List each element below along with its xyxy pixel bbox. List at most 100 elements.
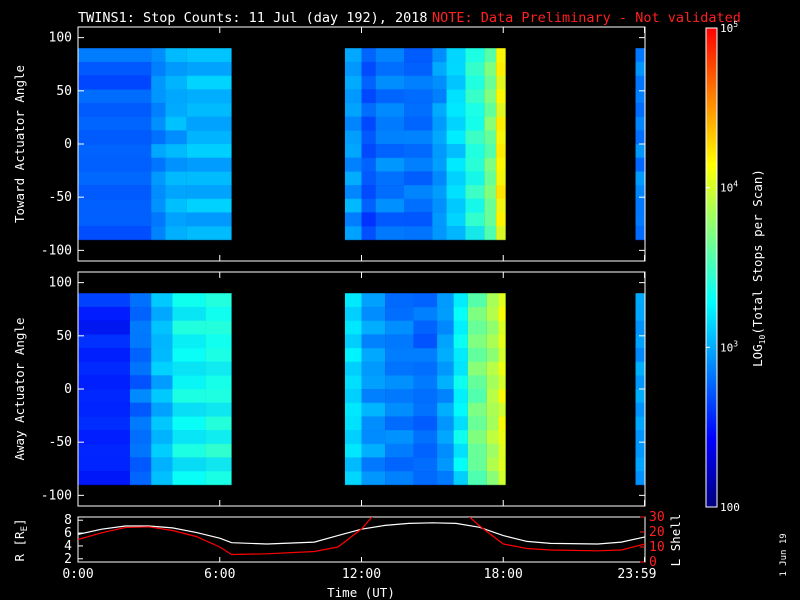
heatmap-cell <box>78 226 152 241</box>
y-tick-label: -50 <box>49 435 72 450</box>
heatmap-cell <box>385 416 414 431</box>
heatmap-cell <box>361 89 376 104</box>
heatmap-cell <box>446 102 466 118</box>
heatmap-cell <box>465 61 485 77</box>
heatmap-cell <box>375 185 405 200</box>
heatmap-cell <box>361 293 386 308</box>
heatmap-cell <box>344 89 362 104</box>
heatmap-cell <box>205 334 232 349</box>
heatmap-cell <box>151 375 173 390</box>
heatmap-cell <box>344 375 362 390</box>
heatmap-cell <box>467 361 487 376</box>
heatmap-cell <box>446 226 466 241</box>
heatmap-cell <box>635 361 645 376</box>
heatmap-cell <box>344 102 362 118</box>
heatmap-cell <box>151 198 166 213</box>
heatmap-cell <box>498 347 506 363</box>
y-tick-label: -100 <box>41 243 72 258</box>
heatmap-cell <box>344 430 362 445</box>
heatmap-cell <box>413 334 438 349</box>
heatmap-cell <box>186 185 232 200</box>
heatmap-cell <box>78 48 152 63</box>
heatmap-cell <box>484 171 497 186</box>
heatmap-cell <box>172 347 206 363</box>
heatmap-cell <box>78 130 152 145</box>
heatmap-cell <box>186 48 232 63</box>
heatmap-cell <box>361 443 386 458</box>
heatmap-cell <box>498 306 506 322</box>
heatmap-cell <box>78 102 152 118</box>
heatmap-cell <box>467 334 487 349</box>
heatmap-cell <box>344 457 362 472</box>
heatmap-cell <box>361 347 386 363</box>
heatmap-cell <box>344 389 362 404</box>
heatmap-cell <box>413 471 438 486</box>
heatmap-cell <box>496 130 506 145</box>
heatmap-cell <box>437 416 454 431</box>
heatmap-cell <box>496 157 506 172</box>
heatmap-cell <box>344 416 362 431</box>
heatmap-cell <box>129 334 152 349</box>
heatmap-cell <box>205 306 232 322</box>
heatmap-cell <box>151 226 166 241</box>
heatmap-cell <box>344 48 362 63</box>
heatmap-cell <box>186 198 232 213</box>
lshell-tick-label: 30 <box>649 510 665 525</box>
time-tick-label: 23:59 <box>617 567 656 582</box>
heatmap-cell <box>385 293 414 308</box>
heatmap-cell <box>498 293 506 308</box>
heatmap-cell <box>151 102 166 118</box>
heatmap-cell <box>498 320 506 335</box>
heatmap-cell <box>361 389 386 404</box>
heatmap-cell <box>375 171 405 186</box>
heatmap-cell <box>205 375 232 390</box>
heatmap-cell <box>635 48 645 63</box>
lshell-tick-label: 10 <box>649 540 665 555</box>
heatmap-cell <box>413 457 438 472</box>
heatmap-cell <box>375 102 405 118</box>
heatmap-cell <box>446 212 466 227</box>
heatmap-cell <box>344 185 362 200</box>
heatmap-cell <box>467 389 487 404</box>
heatmap-cell <box>344 320 362 335</box>
away-heatmap <box>78 293 645 486</box>
heatmap-cell <box>453 293 468 308</box>
heatmap-cell <box>484 130 497 145</box>
heatmap-cell <box>635 198 645 213</box>
heatmap-cell <box>635 212 645 227</box>
heatmap-cell <box>385 334 414 349</box>
lshell-axis-label: L Shell <box>668 514 683 567</box>
heatmap-cell <box>496 198 506 213</box>
time-tick-label: 0:00 <box>62 567 93 582</box>
heatmap-cell <box>635 416 645 431</box>
heatmap-cell <box>484 198 497 213</box>
heatmap-cell <box>165 157 187 172</box>
heatmap-cell <box>432 75 447 90</box>
heatmap-cell <box>129 389 152 404</box>
heatmap-cell <box>361 198 376 213</box>
heatmap-cell <box>172 361 206 376</box>
heatmap-cell <box>172 334 206 349</box>
heatmap-cell <box>344 347 362 363</box>
heatmap-cell <box>465 116 485 131</box>
heatmap-cell <box>432 116 447 131</box>
heatmap-cell <box>205 443 232 458</box>
heatmap-cell <box>165 144 187 159</box>
heatmap-cell <box>151 306 173 322</box>
heatmap-cell <box>404 212 433 227</box>
y-tick-label: 100 <box>49 31 72 46</box>
heatmap-cell <box>151 471 173 486</box>
heatmap-cell <box>467 402 487 417</box>
heatmap-cell <box>151 430 173 445</box>
heatmap-cell <box>186 61 232 77</box>
heatmap-cell <box>385 402 414 417</box>
heatmap-cell <box>78 430 130 445</box>
toward-heatmap <box>78 48 645 241</box>
heatmap-cell <box>129 443 152 458</box>
heatmap-cell <box>486 416 499 431</box>
heatmap-cell <box>186 226 232 241</box>
heatmap-cell <box>498 430 506 445</box>
heatmap-cell <box>129 457 152 472</box>
heatmap-cell <box>498 457 506 472</box>
